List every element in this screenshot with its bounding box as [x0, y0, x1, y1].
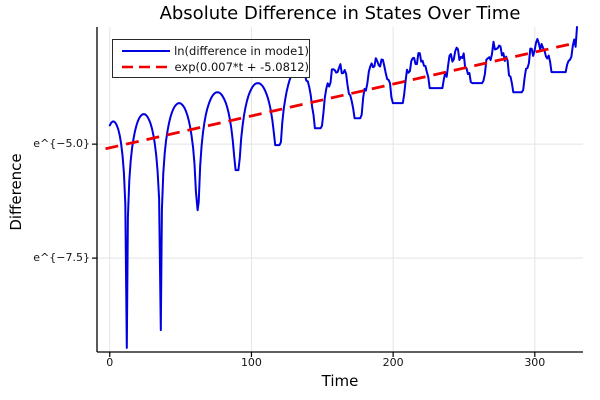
red-dashed-key-icon: [122, 65, 171, 68]
x-tick-label: 300: [524, 356, 546, 369]
red-fit-line: [105, 42, 574, 151]
legend-entry-blue: ln(difference in mode1): [119, 43, 309, 59]
x-tick-label: 100: [240, 356, 262, 369]
legend-entry-red: exp(0.007*t + -5.0812): [119, 59, 309, 75]
y-axis-label: Difference: [7, 153, 25, 231]
legend-label-red: exp(0.007*t + -5.0812): [174, 59, 309, 74]
x-tick-label: 200: [382, 356, 404, 369]
y-tick-label: e^{−7.5}: [33, 251, 90, 265]
chart-title: Absolute Difference in States Over Time: [159, 3, 521, 24]
blue-data-line: [108, 26, 578, 349]
y-tick-label: e^{−5.0}: [33, 137, 90, 151]
blue-line-key-icon: [122, 49, 171, 52]
x-tick-label: 0: [106, 356, 114, 369]
x-axis-label: Time: [321, 372, 359, 390]
legend-label-blue: ln(difference in mode1): [174, 43, 309, 58]
legend: ln(difference in mode1) exp(0.007*t + -5…: [112, 39, 310, 78]
